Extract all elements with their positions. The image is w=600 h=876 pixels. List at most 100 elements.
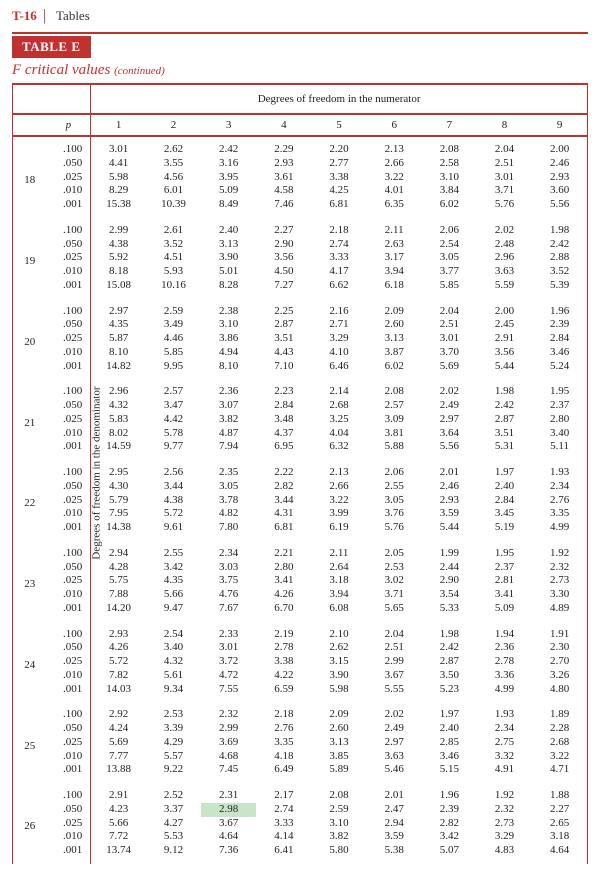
value-cell: 2.37: [532, 399, 587, 413]
value-cell: 4.82: [201, 507, 256, 521]
value-cell: 4.32: [146, 655, 201, 669]
value-cell: 3.84: [422, 184, 477, 198]
value-cell: 3.17: [367, 251, 422, 265]
value-cell: 4.76: [201, 588, 256, 602]
value-cell: 2.25: [256, 299, 311, 319]
value-cell: 2.93: [256, 157, 311, 171]
value-cell: 3.87: [367, 346, 422, 360]
table-row: .00114.829.958.107.106.466.025.695.445.2…: [13, 360, 588, 380]
value-cell: 3.63: [477, 265, 532, 279]
value-cell: 1.89: [532, 702, 587, 722]
value-cell: 9.61: [146, 521, 201, 541]
value-cell: 3.82: [311, 830, 366, 844]
value-cell: 7.10: [256, 360, 311, 380]
value-cell: 3.38: [311, 171, 366, 185]
value-cell: 3.82: [201, 413, 256, 427]
p-level-cell: .001: [47, 844, 91, 864]
value-cell: 3.67: [367, 669, 422, 683]
value-cell: 3.01: [91, 136, 146, 157]
value-cell: 6.70: [256, 602, 311, 622]
value-cell: 4.42: [146, 413, 201, 427]
value-cell: 3.05: [367, 494, 422, 508]
value-cell: 3.44: [146, 480, 201, 494]
value-cell: 6.59: [256, 683, 311, 703]
value-cell: 2.62: [311, 641, 366, 655]
value-cell: 2.91: [91, 783, 146, 803]
value-cell: 2.84: [477, 494, 532, 508]
value-cell: 1.92: [477, 783, 532, 803]
value-cell: 9.77: [146, 440, 201, 460]
value-cell: 1.99: [422, 541, 477, 561]
col-head: 1: [91, 114, 146, 136]
p-level-cell: .025: [47, 171, 91, 185]
value-cell: 5.98: [91, 171, 146, 185]
value-cell: 4.35: [91, 318, 146, 332]
value-cell: 2.39: [422, 803, 477, 817]
value-cell: 9.34: [146, 683, 201, 703]
value-cell: 4.71: [532, 763, 587, 783]
value-cell: 5.87: [91, 332, 146, 346]
value-cell: 3.86: [201, 332, 256, 346]
value-cell: 5.46: [367, 763, 422, 783]
value-cell: 2.14: [311, 379, 366, 399]
value-cell: 2.20: [311, 136, 366, 157]
table-row: .0255.754.353.753.413.183.022.902.812.73: [13, 574, 588, 588]
value-cell: 2.42: [201, 136, 256, 157]
value-cell: 2.78: [477, 655, 532, 669]
p-level-cell: .001: [47, 602, 91, 622]
value-cell: 4.01: [367, 184, 422, 198]
value-cell: 9.12: [146, 844, 201, 864]
value-cell: 3.47: [146, 399, 201, 413]
table-pill: TABLE E: [12, 36, 91, 58]
value-cell: 3.55: [146, 157, 201, 171]
value-cell: 2.02: [367, 702, 422, 722]
column-header-row: p 1 2 3 4 5 6 7 8 9: [13, 114, 588, 136]
value-cell: 3.05: [201, 480, 256, 494]
table-row: .00115.3810.398.497.466.816.356.025.765.…: [13, 198, 588, 218]
value-cell: 3.10: [311, 817, 366, 831]
value-cell: 5.98: [311, 683, 366, 703]
p-level-cell: .100: [47, 541, 91, 561]
value-cell: 3.18: [532, 830, 587, 844]
value-cell: 8.18: [91, 265, 146, 279]
df-denom-cell: 20: [13, 299, 47, 380]
value-cell: 3.40: [532, 427, 587, 441]
table-row: .0108.296.015.094.584.254.013.843.713.60: [13, 184, 588, 198]
value-cell: 3.61: [256, 171, 311, 185]
value-cell: 2.53: [367, 561, 422, 575]
value-cell: 6.18: [367, 279, 422, 299]
p-level-cell: .001: [47, 198, 91, 218]
value-cell: 3.05: [422, 251, 477, 265]
value-cell: 3.90: [201, 251, 256, 265]
value-cell: 4.26: [256, 588, 311, 602]
p-level-cell: .010: [47, 588, 91, 602]
value-cell: 2.63: [367, 238, 422, 252]
value-cell: 3.52: [532, 265, 587, 279]
value-cell: 2.47: [367, 803, 422, 817]
value-cell: 5.78: [146, 427, 201, 441]
value-cell: 2.54: [422, 238, 477, 252]
value-cell: 2.32: [201, 702, 256, 722]
value-cell: 2.17: [256, 783, 311, 803]
value-cell: 3.30: [532, 588, 587, 602]
value-cell: 2.90: [422, 574, 477, 588]
numerator-label: Degrees of freedom in the numerator: [91, 84, 588, 114]
p-level-cell: .025: [47, 655, 91, 669]
value-cell: 4.27: [146, 817, 201, 831]
value-cell: 2.81: [477, 574, 532, 588]
value-cell: 2.04: [422, 299, 477, 319]
table-row: .0255.924.513.903.563.333.173.052.962.88: [13, 251, 588, 265]
value-cell: 3.95: [201, 171, 256, 185]
value-cell: 5.76: [367, 521, 422, 541]
value-cell: 2.45: [477, 318, 532, 332]
value-cell: 1.94: [477, 622, 532, 642]
value-cell: 4.04: [311, 427, 366, 441]
p-level-cell: .010: [47, 750, 91, 764]
value-cell: 10.16: [146, 279, 201, 299]
value-cell: 2.99: [91, 218, 146, 238]
value-cell: 2.54: [146, 622, 201, 642]
value-cell: 4.22: [256, 669, 311, 683]
value-cell: 2.68: [532, 736, 587, 750]
value-cell: 2.37: [477, 561, 532, 575]
value-cell: 2.68: [311, 399, 366, 413]
